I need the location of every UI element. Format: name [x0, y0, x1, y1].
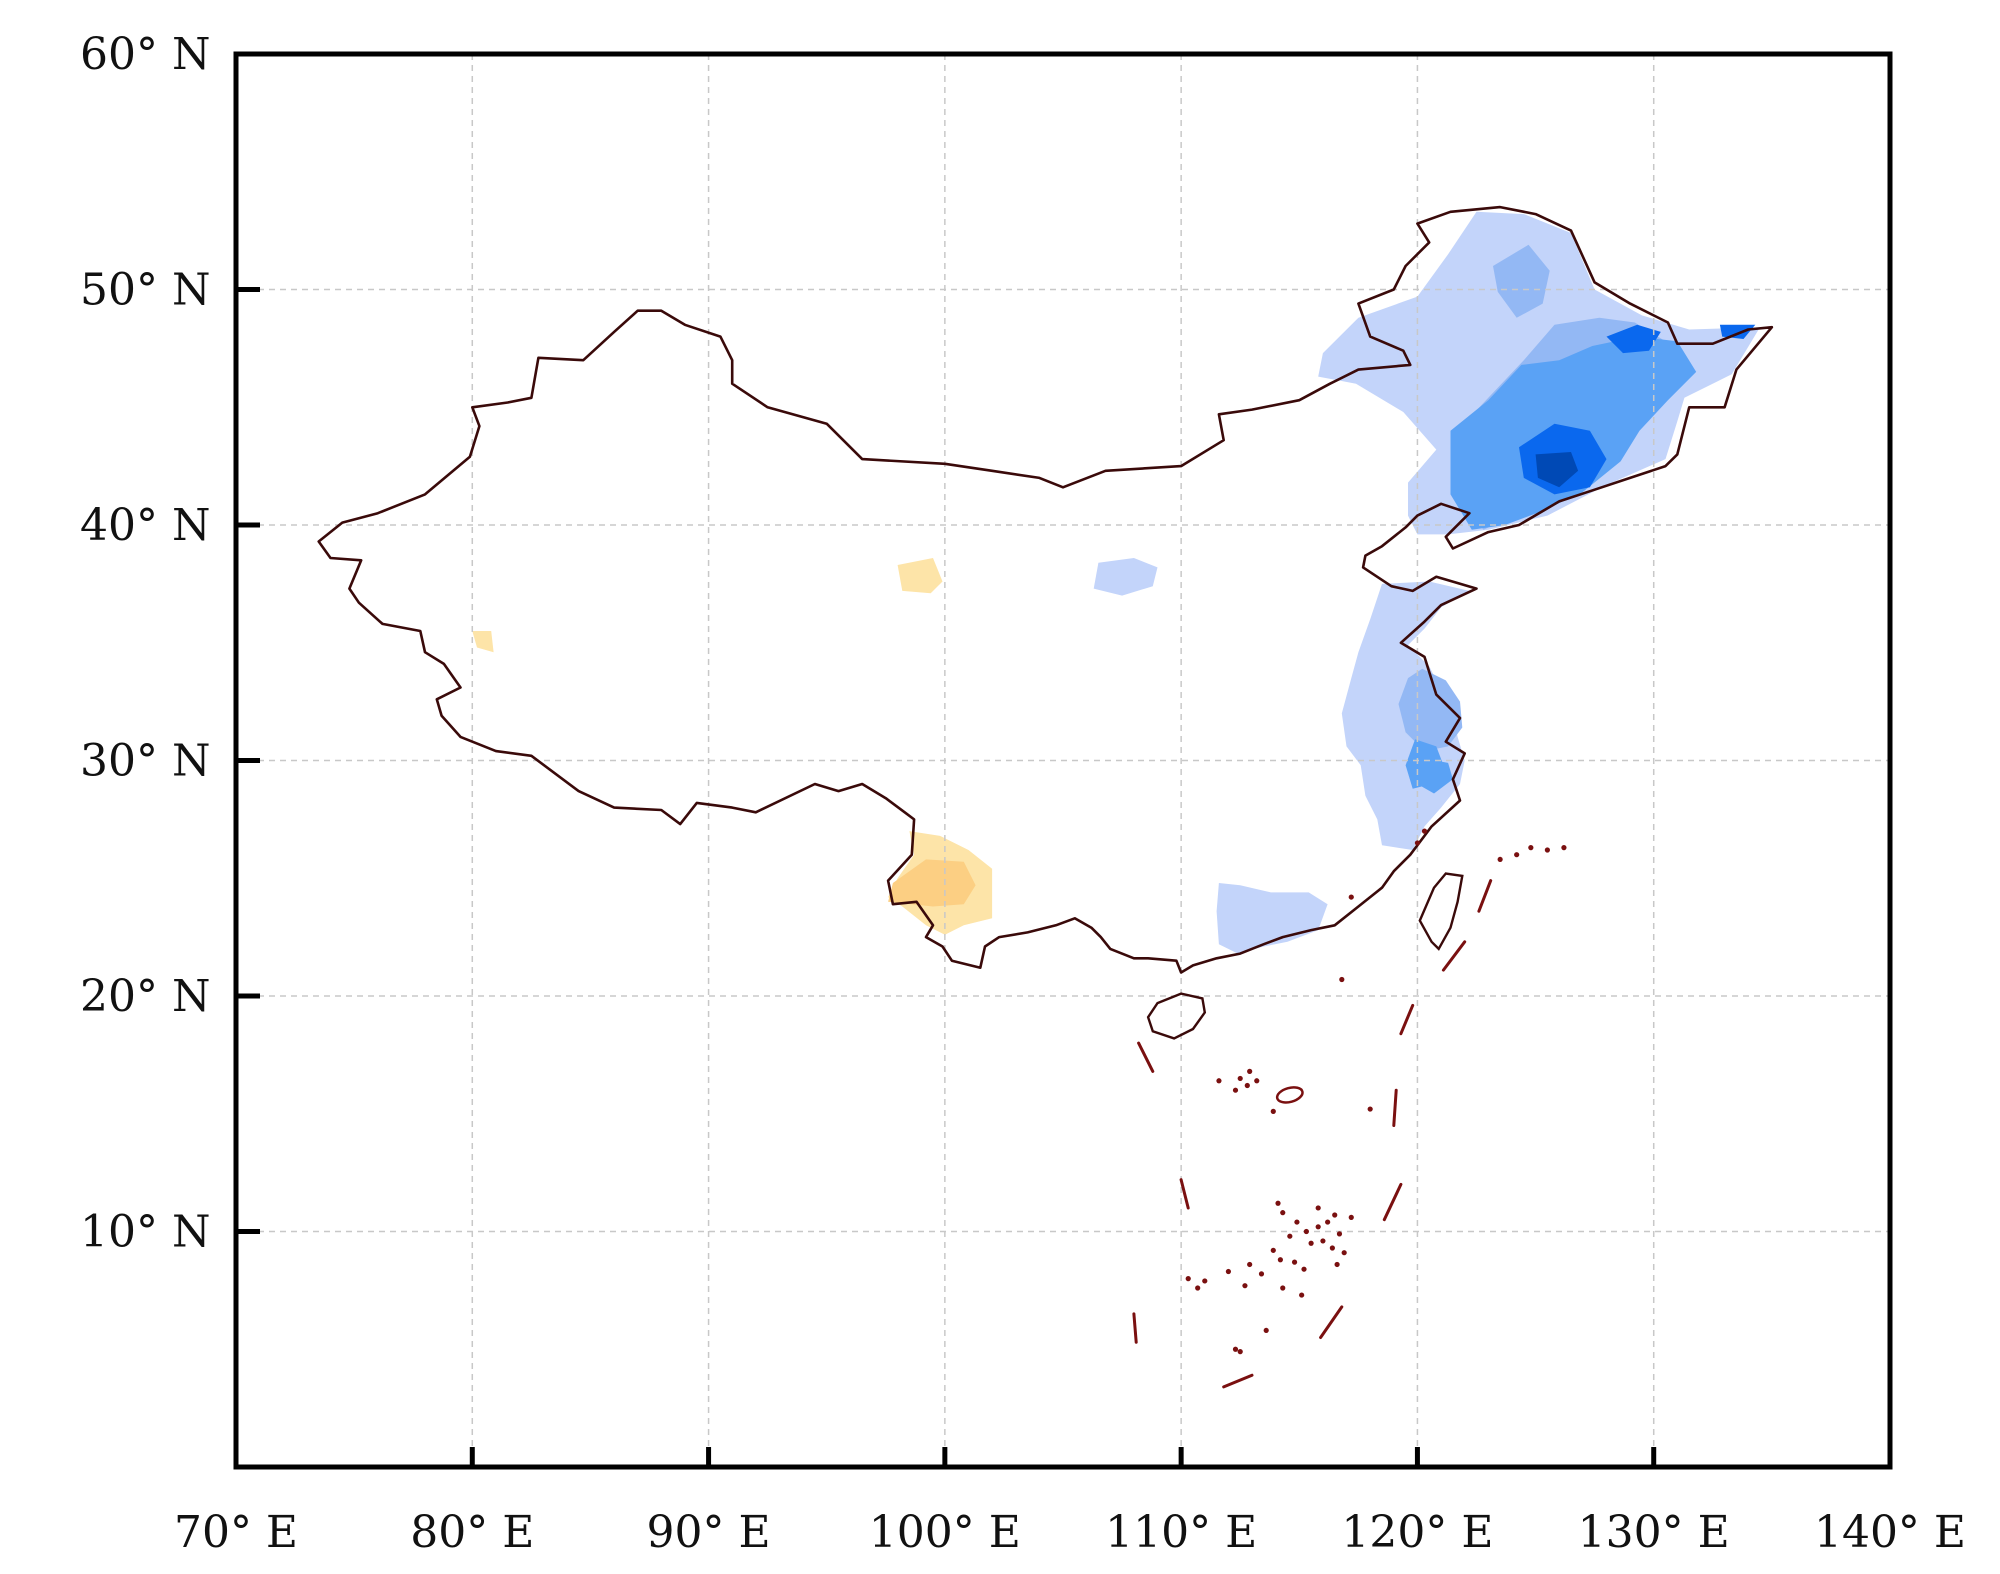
lat-tick-label: 30° N — [80, 736, 210, 787]
axis-ticks — [236, 287, 1657, 1467]
island-dot — [1247, 1261, 1253, 1268]
island-dot — [1195, 1285, 1201, 1291]
dash-segment-2 — [1179, 1178, 1190, 1210]
island-dot — [1232, 1346, 1239, 1352]
island-dot — [1561, 845, 1567, 851]
region-orange-light-15 — [472, 631, 494, 653]
island-dot — [1216, 1078, 1222, 1084]
island-dot — [1303, 1228, 1309, 1235]
island-dot — [1202, 1278, 1208, 1284]
island-dot — [1315, 1205, 1321, 1211]
dash-segment-3 — [1132, 1312, 1138, 1344]
island-dot — [1280, 1210, 1286, 1216]
island-dot — [1341, 1250, 1347, 1256]
lon-tick-label: 120° E — [1341, 1507, 1493, 1558]
island-dot — [1275, 1200, 1281, 1206]
island-dot — [1232, 1087, 1239, 1093]
region-blue-light-3 — [1216, 883, 1328, 954]
island-dot — [1301, 1266, 1307, 1272]
lat-tick-label: 60° N — [80, 29, 210, 80]
lon-tick-label: 100° E — [869, 1507, 1021, 1558]
island-dot — [1339, 976, 1345, 983]
island-dot — [1348, 894, 1354, 900]
dash-segment-6 — [1382, 1182, 1403, 1222]
island-dot — [1294, 1219, 1300, 1225]
region-blue-strong-9 — [1417, 758, 1453, 794]
island-dot — [1334, 1261, 1340, 1268]
dash-segment-8 — [1399, 1003, 1415, 1036]
dash-segment-5 — [1319, 1305, 1344, 1339]
island-dot — [1254, 1078, 1260, 1084]
lon-tick-label: 110° E — [1105, 1507, 1257, 1558]
island-dot — [1421, 828, 1428, 834]
lon-tick-label: 140° E — [1814, 1507, 1966, 1558]
island-dot — [1185, 1276, 1191, 1282]
dash-segment-9 — [1441, 940, 1467, 972]
dash-segment-7 — [1392, 1088, 1398, 1127]
island-dot — [1367, 1106, 1373, 1112]
region-blue-deep-11 — [1606, 324, 1661, 354]
island-dot — [1414, 840, 1421, 846]
island-dot — [1280, 1285, 1286, 1291]
island-dot — [1299, 1292, 1305, 1298]
lat-tick-label: 40° N — [80, 500, 210, 551]
island-dot — [1287, 1233, 1293, 1239]
island-dot — [1514, 852, 1520, 858]
lat-tick-label: 50° N — [80, 265, 210, 316]
region-orange-light-14 — [897, 558, 943, 594]
island-dot — [1242, 1283, 1248, 1289]
taiwan-outline — [1418, 872, 1464, 951]
lon-tick-label: 80° E — [410, 1507, 534, 1558]
graticule — [236, 54, 1890, 1467]
lon-tick-label: 90° E — [647, 1507, 771, 1558]
mainland-boundary — [317, 205, 1774, 974]
region-blue-deep-12 — [1719, 324, 1756, 339]
island-dot — [1544, 847, 1550, 853]
island-dot — [1320, 1238, 1326, 1244]
island-dot — [1270, 1108, 1276, 1114]
region-orange-mid-17 — [888, 859, 976, 907]
lat-tick-label: 20° N — [80, 971, 210, 1022]
dash-segment-10 — [1477, 879, 1493, 913]
island-dot — [1277, 1257, 1283, 1263]
axis-labels: 70° E 80° E 90° E 100° E 110° E 120° E 130° E 1… — [80, 29, 1966, 1558]
island-dot — [1244, 1082, 1250, 1089]
island-dot — [1329, 1245, 1335, 1251]
lat-tick-label: 10° N — [80, 1207, 210, 1258]
hainan-outline — [1146, 992, 1207, 1040]
island-dot — [1291, 1259, 1298, 1265]
island-dot — [1348, 1214, 1354, 1220]
shaded-regions — [472, 211, 1760, 954]
island-dot — [1270, 1247, 1276, 1253]
island-dot — [1308, 1240, 1314, 1246]
dash-segment-1 — [1137, 1041, 1155, 1073]
region-blue-light-1 — [1093, 558, 1158, 596]
region-blue-mid-6 — [1493, 244, 1550, 318]
island-dot — [1325, 1219, 1331, 1225]
island-dot — [1332, 1212, 1338, 1218]
island-dot — [1497, 856, 1503, 863]
lon-tick-label: 70° E — [174, 1507, 298, 1558]
country-outline — [317, 205, 1774, 1040]
island-dot — [1247, 1068, 1253, 1074]
island-dot — [1528, 845, 1534, 851]
lon-tick-label: 130° E — [1578, 1507, 1730, 1558]
island-dot — [1336, 1231, 1343, 1237]
island-dot — [1237, 1349, 1243, 1355]
south-china-sea-islands — [1132, 828, 1567, 1389]
dash-segment-4 — [1222, 1373, 1254, 1389]
island-dot — [1225, 1268, 1231, 1275]
island-dot — [1315, 1224, 1321, 1230]
region-blue-darkest-13 — [1535, 452, 1579, 488]
region-blue-mid-4 — [1398, 668, 1463, 752]
reef-ring — [1275, 1086, 1304, 1104]
island-dot — [1258, 1271, 1265, 1277]
island-dot — [1263, 1327, 1269, 1334]
island-dot — [1237, 1075, 1243, 1082]
